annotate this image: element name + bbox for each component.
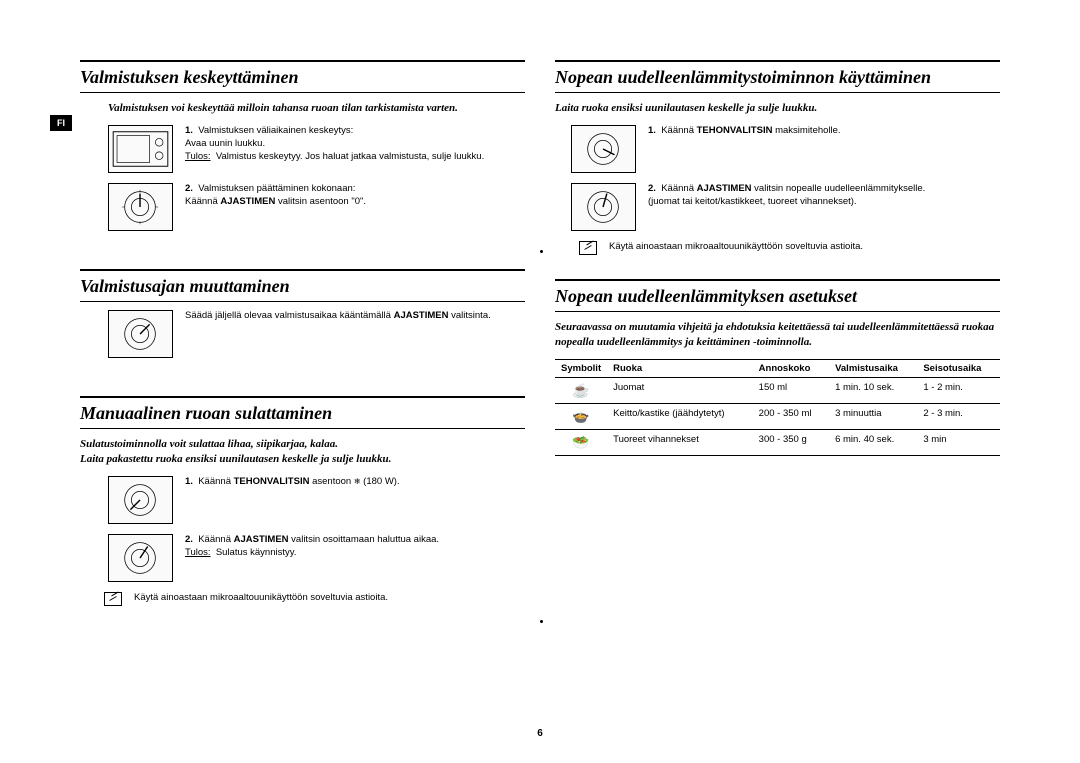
intro-text: Valmistuksen voi keskeyttää milloin taha… — [108, 101, 525, 115]
intro-text: Laita ruoka ensiksi uunilautasen keskell… — [555, 101, 1000, 115]
dial-illustration — [571, 125, 636, 173]
col-header: Symbolit — [555, 359, 607, 377]
table-row: 🍲 Keitto/kastike (jäähdytetyt) 200 - 350… — [555, 403, 1000, 429]
dial-illustration — [108, 476, 173, 524]
note-text: Käytä ainoastaan mikroaaltouunikäyttöön … — [609, 241, 863, 254]
col-header: Annoskoko — [753, 359, 829, 377]
section-heading: Nopean uudelleenlämmitystoiminnon käyttä… — [555, 60, 1000, 93]
symbol-icon: 🥗 — [572, 434, 589, 451]
symbol-icon: 🍲 — [572, 408, 589, 425]
binding-dot — [540, 250, 543, 253]
dial-illustration — [108, 310, 173, 358]
microwave-illustration — [108, 125, 173, 173]
dial-illustration — [108, 183, 173, 231]
page-number: 6 — [0, 728, 1080, 739]
col-header: Seisotusaika — [917, 359, 1000, 377]
step-text: 1. Käännä TEHONVALITSIN asentoon ❄ (180 … — [185, 476, 525, 489]
step-text: 1. Käännä TEHONVALITSIN maksimiteholle. — [648, 125, 1000, 138]
step-text: Säädä jäljellä olevaa valmistusaikaa kää… — [185, 310, 525, 323]
section-heading: Valmistuksen keskeyttäminen — [80, 60, 525, 93]
section-heading: Valmistusajan muuttaminen — [80, 269, 525, 302]
section-heading: Manuaalinen ruoan sulattaminen — [80, 396, 525, 429]
step-text: 2. Valmistuksen päättäminen kokonaan: Kä… — [185, 183, 525, 209]
note-text: Käytä ainoastaan mikroaaltouunikäyttöön … — [134, 592, 388, 605]
step-text: 1. Valmistuksen väliaikainen keskeytys: … — [185, 125, 525, 163]
table-row: 🥗 Tuoreet vihannekset 300 - 350 g 6 min.… — [555, 429, 1000, 455]
intro-text: Seuraavassa on muutamia vihjeitä ja ehdo… — [555, 320, 1000, 349]
language-tab: FI — [50, 115, 72, 131]
note-icon — [104, 592, 122, 606]
step-text: 2. Käännä AJASTIMEN valitsin osoittamaan… — [185, 534, 525, 560]
step-text: 2. Käännä AJASTIMEN valitsin nopealle uu… — [648, 183, 1000, 209]
dial-illustration — [571, 183, 636, 231]
col-header: Valmistusaika — [829, 359, 917, 377]
section-heading: Nopean uudelleenlämmityksen asetukset — [555, 279, 1000, 312]
binding-dot — [540, 620, 543, 623]
col-header: Ruoka — [607, 359, 753, 377]
dial-illustration — [108, 534, 173, 582]
intro-text: Sulatustoiminnolla voit sulattaa lihaa, … — [80, 437, 525, 466]
table-row: ☕ Juomat 150 ml 1 min. 10 sek. 1 - 2 min… — [555, 377, 1000, 403]
note-icon — [579, 241, 597, 255]
settings-table: Symbolit Ruoka Annoskoko Valmistusaika S… — [555, 359, 1000, 456]
symbol-icon: ☕ — [572, 382, 589, 399]
